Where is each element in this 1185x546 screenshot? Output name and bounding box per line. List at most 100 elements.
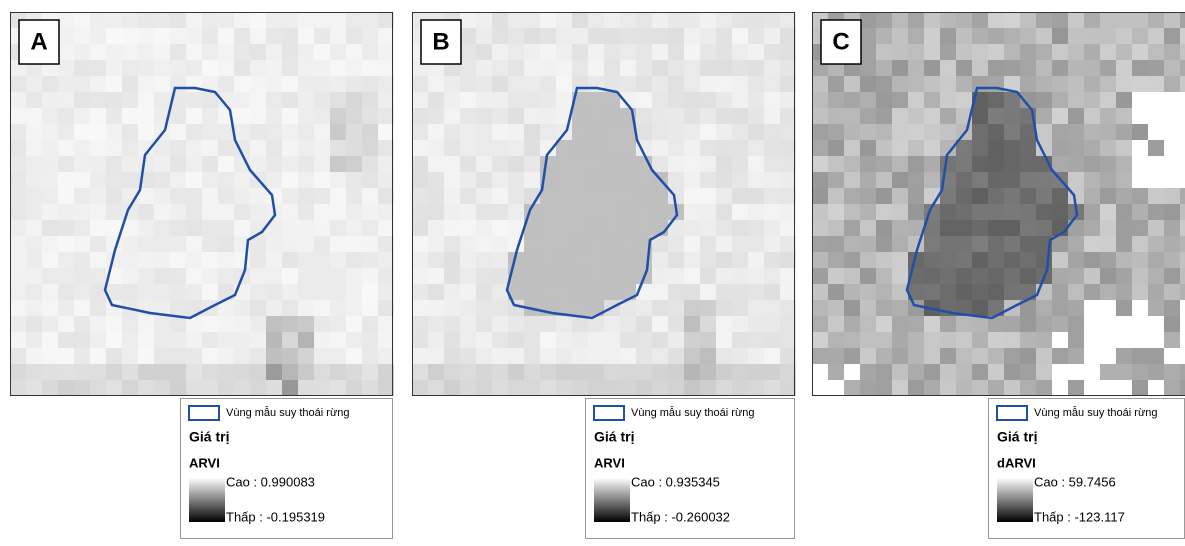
raster-cell — [1164, 268, 1180, 284]
raster-cell — [170, 60, 186, 76]
raster-cell — [780, 284, 796, 300]
raster-cell — [106, 28, 122, 44]
raster-cell — [828, 316, 844, 332]
raster-cell — [972, 172, 988, 188]
raster-cell — [956, 204, 972, 220]
raster-cell — [876, 268, 892, 284]
raster-cell — [508, 76, 524, 92]
raster-cell — [1052, 92, 1068, 108]
raster-cell — [748, 188, 764, 204]
raster-cell — [700, 220, 716, 236]
raster-cell — [492, 188, 508, 204]
raster-cell — [716, 60, 732, 76]
raster-cell — [780, 60, 796, 76]
raster-cell — [588, 188, 604, 204]
raster-cell — [508, 188, 524, 204]
raster-cell — [876, 332, 892, 348]
raster-cell — [828, 268, 844, 284]
raster-cell — [748, 140, 764, 156]
raster-cell — [764, 60, 780, 76]
raster-cell — [780, 172, 796, 188]
raster-cell — [588, 252, 604, 268]
raster-cell — [186, 380, 202, 396]
raster-cell — [1036, 364, 1052, 380]
raster-cell — [58, 76, 74, 92]
raster-cell — [812, 316, 828, 332]
raster-cell — [972, 60, 988, 76]
raster-cell — [58, 124, 74, 140]
raster-cell — [892, 92, 908, 108]
raster-cell — [10, 252, 26, 268]
raster-cell — [1116, 348, 1132, 364]
raster-cell — [1132, 124, 1148, 140]
raster-cell — [476, 364, 492, 380]
raster-cell — [266, 108, 282, 124]
raster-cell — [42, 156, 58, 172]
raster-cell — [314, 60, 330, 76]
raster-cell — [362, 76, 378, 92]
raster-cell — [1164, 364, 1180, 380]
raster-cell — [1100, 268, 1116, 284]
raster-cell — [492, 236, 508, 252]
raster-cell — [10, 140, 26, 156]
raster-cell — [428, 332, 444, 348]
raster-cell — [250, 204, 266, 220]
raster-cell — [1100, 124, 1116, 140]
raster-cell — [330, 92, 346, 108]
raster-cell — [748, 220, 764, 236]
raster-cell — [684, 284, 700, 300]
raster-cell — [716, 380, 732, 396]
raster-cell — [186, 348, 202, 364]
raster-cell — [1100, 60, 1116, 76]
raster-cell — [218, 76, 234, 92]
raster-cell — [540, 204, 556, 220]
raster-cell — [250, 28, 266, 44]
raster-cell — [1132, 348, 1148, 364]
raster-cell — [828, 156, 844, 172]
raster-cell — [378, 284, 394, 300]
raster-cell — [716, 28, 732, 44]
legend-ramp — [997, 478, 1033, 522]
raster-cell — [26, 380, 42, 396]
raster-cell — [940, 204, 956, 220]
raster-cell — [668, 60, 684, 76]
raster-cell — [1148, 60, 1164, 76]
raster-cell — [154, 316, 170, 332]
raster-cell — [860, 268, 876, 284]
raster-cell — [266, 92, 282, 108]
raster-cell — [764, 332, 780, 348]
raster-cell — [444, 220, 460, 236]
raster-cell — [956, 332, 972, 348]
raster-cell — [604, 252, 620, 268]
raster-cell — [362, 348, 378, 364]
raster-cell — [604, 108, 620, 124]
raster-cell — [330, 188, 346, 204]
raster-cell — [26, 156, 42, 172]
raster-cell — [588, 380, 604, 396]
raster-cell — [202, 172, 218, 188]
raster-cell — [908, 156, 924, 172]
raster-cell — [668, 236, 684, 252]
raster-cell — [716, 92, 732, 108]
raster-cell — [476, 172, 492, 188]
raster-cell — [1164, 380, 1180, 396]
raster-cell — [764, 204, 780, 220]
raster-cell — [876, 204, 892, 220]
raster-cell — [444, 236, 460, 252]
raster-cell — [700, 364, 716, 380]
raster-cell — [940, 316, 956, 332]
raster-cell — [1020, 204, 1036, 220]
raster-cell — [892, 76, 908, 92]
raster-cell — [1132, 220, 1148, 236]
raster-cell — [812, 92, 828, 108]
legend-high: Cao : 59.7456 — [1034, 474, 1116, 489]
raster-cell — [620, 332, 636, 348]
raster-cell — [892, 204, 908, 220]
raster-cell — [860, 156, 876, 172]
raster-cell — [90, 108, 106, 124]
raster-cell — [170, 300, 186, 316]
raster-cell — [988, 284, 1004, 300]
raster-cell — [250, 44, 266, 60]
raster-cell — [1148, 268, 1164, 284]
raster-cell — [250, 300, 266, 316]
